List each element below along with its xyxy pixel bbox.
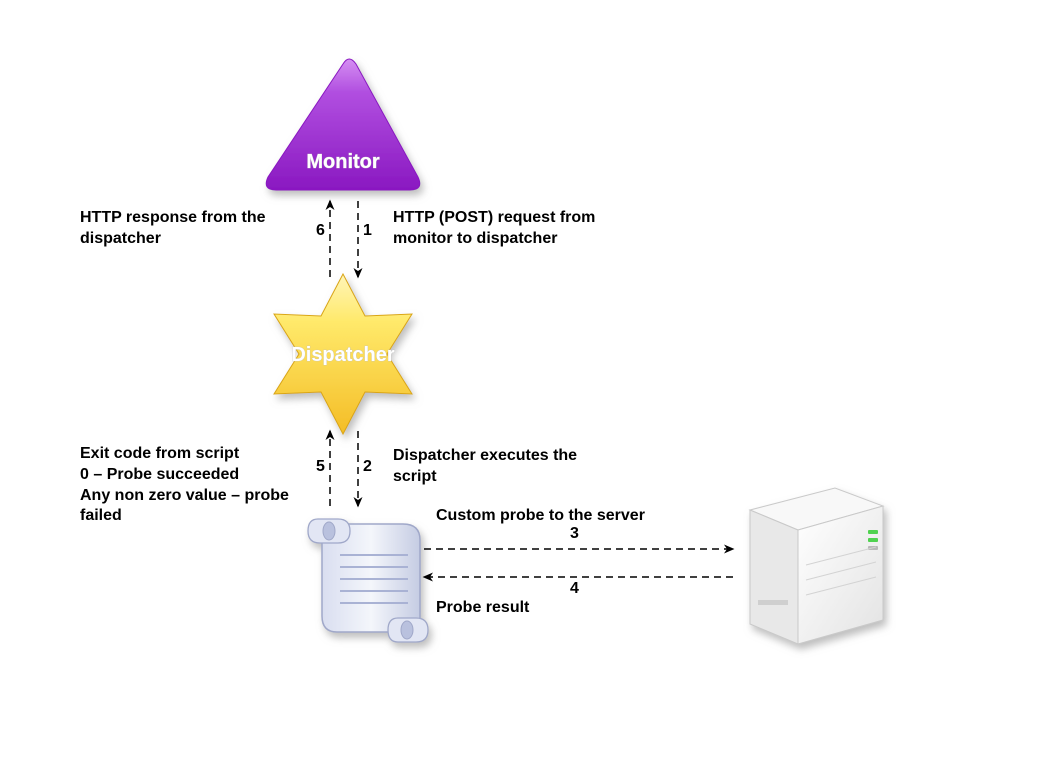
edge-num-1: 1 [363,222,372,240]
dispatcher-label: Dispatcher [291,344,395,366]
diagram-canvas: Monitor Dispatcher [0,0,1056,768]
edge-num-2: 2 [363,458,372,476]
label-probe-result: Probe result [436,598,529,619]
edge-num-6: 6 [316,222,325,240]
label-custom-probe: Custom probe to the server [436,506,645,527]
script-node [308,519,428,642]
label-http-request: HTTP (POST) request frommonitor to dispa… [393,208,595,250]
edge-num-4: 4 [570,580,579,598]
server-node [750,488,883,644]
monitor-label: Monitor [306,151,380,173]
edge-num-3: 3 [570,525,579,543]
label-exit-code: Exit code from script0 – Probe succeeded… [80,444,289,527]
label-http-response: HTTP response from thedispatcher [80,208,266,250]
label-exec-script: Dispatcher executes thescript [393,446,577,488]
edge-num-5: 5 [316,458,325,476]
